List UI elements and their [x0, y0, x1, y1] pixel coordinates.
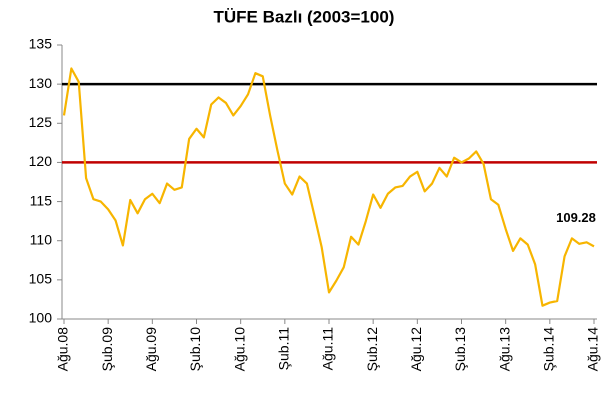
x-tick-label: Ağu.08 [55, 327, 71, 372]
y-tick-label: 105 [29, 271, 53, 287]
x-tick-label: Şub.11 [276, 327, 292, 371]
line-series [62, 67, 595, 307]
x-tick-label: Ağu.11 [320, 327, 336, 371]
x-tick-label: Şub.09 [99, 327, 115, 372]
x-tick-label: Şub.10 [187, 327, 203, 372]
x-tick-label: Ağu.14 [585, 327, 601, 372]
x-tick-label: Şub.12 [364, 327, 380, 372]
chart-title: TÜFE Bazlı (2003=100) [214, 7, 395, 26]
y-tick-label: 135 [29, 36, 53, 52]
y-tick-label: 130 [29, 75, 53, 91]
y-tick-label: 125 [29, 114, 53, 130]
y-tick-label: 100 [29, 310, 53, 326]
x-tick-label: Ağu.12 [408, 327, 424, 372]
x-tick-label: Şub.14 [541, 327, 557, 372]
y-tick-label: 110 [30, 231, 53, 247]
y-tick-label: 115 [30, 192, 53, 208]
x-tick-label: Şub.13 [452, 327, 468, 372]
x-tick-label: Ağu.13 [496, 327, 512, 372]
x-tick-label: Ağu.09 [143, 327, 159, 372]
data-label: 109.28 [556, 210, 596, 225]
x-tick-label: Ağu.10 [231, 327, 247, 372]
y-tick-label: 120 [29, 153, 53, 169]
